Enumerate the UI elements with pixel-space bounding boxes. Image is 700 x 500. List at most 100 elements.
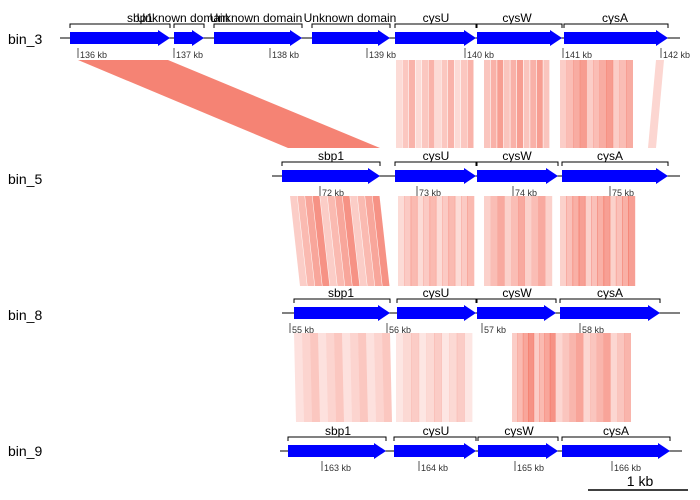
axis-tick-label: 141 kb <box>565 50 592 60</box>
gene-bracket <box>563 23 669 28</box>
track-label-bin-3: bin_3 <box>8 31 42 47</box>
similarity-link <box>545 196 553 286</box>
gene-bracket <box>69 23 171 28</box>
similarity-link <box>441 333 450 422</box>
axis-tick-label: 137 kb <box>176 50 203 60</box>
similarity-link <box>517 333 524 422</box>
gene-arrow[interactable] <box>394 443 476 459</box>
gene-arrow[interactable] <box>174 30 204 46</box>
gene-arrow[interactable] <box>477 305 556 321</box>
similarity-link <box>342 333 352 422</box>
similarity-link <box>622 196 629 286</box>
similarity-link <box>461 196 468 286</box>
gene-label: cysW <box>504 424 534 438</box>
similarity-link <box>591 196 598 286</box>
gene-arrow[interactable] <box>562 443 670 459</box>
similarity-link <box>603 196 611 286</box>
gene-arrow[interactable] <box>312 30 390 46</box>
gene-bracket <box>281 161 381 166</box>
gene-arrow[interactable] <box>397 305 476 321</box>
similarity-link <box>415 60 422 148</box>
gene-bracket <box>311 23 391 28</box>
track-label-bin-9: bin_9 <box>8 443 42 459</box>
similarity-link <box>484 196 491 286</box>
similarity-link <box>538 196 546 286</box>
gene-label: Unknown domain <box>304 11 397 25</box>
similarity-link <box>297 196 315 286</box>
similarity-link <box>467 196 475 286</box>
similarity-link <box>510 60 517 148</box>
similarity-link <box>573 60 581 148</box>
gene-arrow[interactable] <box>395 30 476 46</box>
similarity-link <box>566 60 574 148</box>
gene-bracket <box>559 298 661 303</box>
gene-label: sbp1 <box>328 286 354 300</box>
similarity-link <box>619 60 627 148</box>
similarity-link <box>572 196 580 286</box>
gene-arrow[interactable] <box>288 443 386 459</box>
gene-label: cysA <box>597 286 623 300</box>
gene-arrow[interactable] <box>70 30 170 46</box>
similarity-link <box>435 60 441 148</box>
similarity-link <box>490 196 498 286</box>
gene-label: cysW <box>502 149 532 163</box>
similarity-link <box>454 60 461 148</box>
axis-tick-label: 73 kb <box>419 188 441 198</box>
gene-label: cysU <box>423 149 450 163</box>
similarity-link <box>562 333 570 422</box>
similarity-link <box>365 196 382 286</box>
similarity-link <box>423 196 431 286</box>
similarity-link <box>426 333 435 422</box>
gene-bracket <box>394 23 477 28</box>
similarity-link <box>560 196 567 286</box>
similarity-link <box>497 196 505 286</box>
similarity-link <box>416 196 424 286</box>
gene-arrow[interactable] <box>560 305 660 321</box>
similarity-link <box>454 196 462 286</box>
similarity-link <box>461 60 467 148</box>
similarity-link <box>350 196 367 286</box>
gene-bracket <box>173 23 205 28</box>
gene-arrow[interactable] <box>564 30 668 46</box>
similarity-link <box>583 333 591 422</box>
similarity-link <box>442 196 450 286</box>
gene-arrow[interactable] <box>282 168 380 184</box>
similarity-link <box>590 333 597 422</box>
gene-arrow[interactable] <box>477 168 558 184</box>
axis-tick-label: 140 kb <box>467 50 494 60</box>
similarity-link <box>626 60 633 148</box>
gene-arrow[interactable] <box>562 168 668 184</box>
gene-label: cysU <box>423 286 450 300</box>
similarity-link <box>350 333 360 422</box>
similarity-link <box>511 196 519 286</box>
similarity-link <box>603 333 611 422</box>
similarity-link <box>357 196 375 286</box>
similarity-link <box>536 60 543 148</box>
gene-bracket <box>213 23 303 28</box>
similarity-link <box>358 333 368 422</box>
gene-arrow[interactable] <box>214 30 302 46</box>
scale-bar-label: 1 kb <box>627 473 654 489</box>
gene-arrow[interactable] <box>477 30 562 46</box>
similarity-link <box>579 60 587 148</box>
similarity-link <box>539 333 545 422</box>
similarity-link <box>522 333 529 422</box>
similarity-link <box>484 60 490 148</box>
gene-arrow[interactable] <box>478 443 558 459</box>
similarity-link <box>435 196 443 286</box>
gene-arrow[interactable] <box>294 305 390 321</box>
similarity-link <box>434 333 442 422</box>
similarity-link <box>320 196 337 286</box>
gene-arrow[interactable] <box>395 168 476 184</box>
gene-label: sbp1 <box>325 424 351 438</box>
similarity-link <box>549 333 556 422</box>
similarity-link <box>418 333 427 422</box>
axis-tick-label: 57 kb <box>484 325 506 335</box>
similarity-link <box>566 196 574 286</box>
similarity-link <box>448 60 454 148</box>
axis-tick-label: 142 kb <box>663 50 690 60</box>
similarity-link <box>615 196 623 286</box>
gene-bracket <box>476 23 563 28</box>
